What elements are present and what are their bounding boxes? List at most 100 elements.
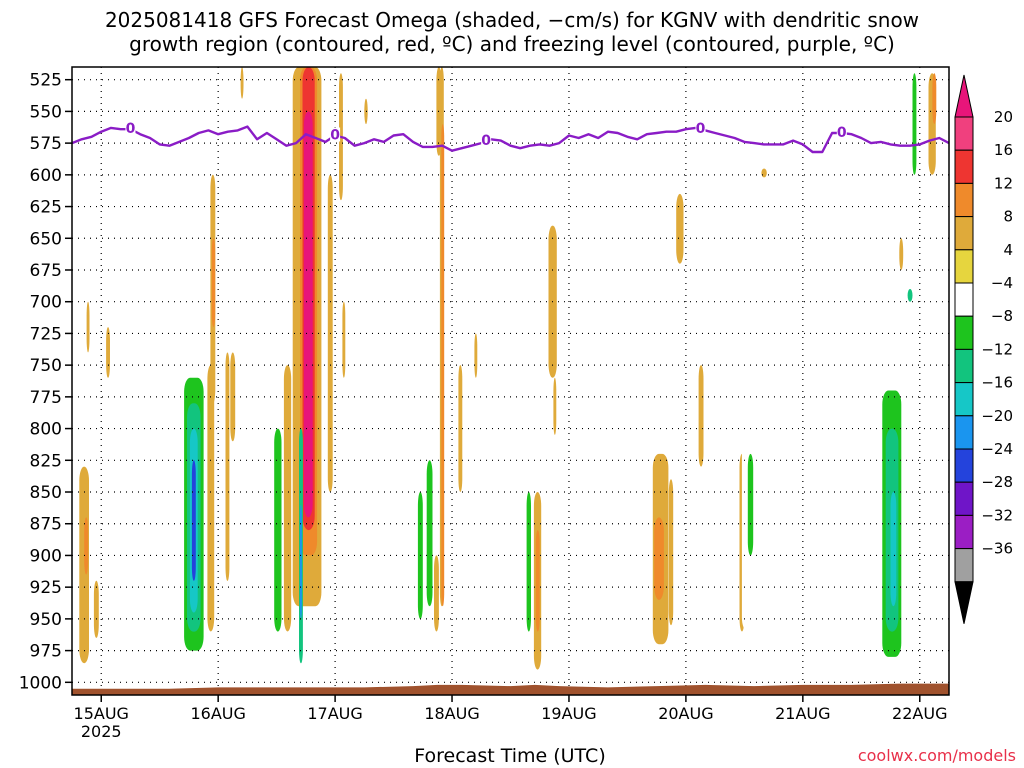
colorbar-label: −12 — [981, 340, 1013, 358]
colorbar-bottom-triangle — [954, 581, 974, 624]
y-tick-label: 575 — [30, 134, 62, 154]
x-tick-label: 19AUG — [541, 704, 596, 723]
colorbar-swatch — [954, 249, 974, 284]
omega-cell — [932, 73, 937, 124]
freezing-level-label: 0 — [330, 128, 340, 144]
x-tick-label: 22AUG — [892, 704, 947, 723]
colorbar-label: 20 — [994, 108, 1013, 126]
omega-cell — [207, 365, 215, 632]
omega-cell — [465, 428, 472, 626]
terrain-layer — [72, 683, 949, 695]
omega-shading-layer — [79, 67, 942, 683]
y-tick-label: 750 — [30, 356, 62, 376]
omega-cell — [86, 301, 90, 353]
omega-cell — [912, 73, 917, 175]
omega-cell — [654, 517, 664, 600]
freezing-level-layer: 0 0 0 0 0 — [71, 121, 950, 154]
omega-cell — [474, 333, 478, 378]
x-tick-label: 17AUG — [307, 704, 362, 723]
y-tick-label: 550 — [30, 102, 62, 122]
freezing-label-bg — [695, 121, 706, 136]
freezing-level-label: 0 — [126, 121, 136, 137]
omega-cell — [907, 289, 913, 302]
colorbar-label: −20 — [981, 407, 1013, 425]
y-tick-label: 675 — [30, 261, 62, 281]
y-tick-label: 900 — [30, 546, 62, 566]
x-tick-label: 20AUG — [658, 704, 713, 723]
omega-cell — [553, 377, 557, 435]
omega-cell — [413, 415, 418, 664]
colorbar-swatch — [954, 182, 974, 218]
y-tick-label: 775 — [30, 388, 62, 408]
colorbar-label: −8 — [991, 307, 1013, 325]
x-axis-label: Forecast Time (UTC) — [414, 745, 606, 767]
omega-cell — [240, 67, 244, 99]
colorbar-swatch — [954, 315, 974, 350]
omega-cell — [445, 200, 449, 251]
omega-cell — [274, 428, 282, 632]
x-tick-label: 16AUG — [190, 704, 245, 723]
omega-cell — [225, 352, 230, 581]
freezing-label-bg — [836, 124, 847, 139]
axes-layer: 525 550 575 600 625 650 675 700 725 750 775 800 825 8… — [19, 66, 950, 741]
omega-cell — [394, 403, 400, 632]
omega-cell — [231, 67, 236, 569]
omega-cell — [211, 238, 216, 328]
freezing-label-bg — [125, 121, 136, 136]
omega-cell — [922, 453, 928, 632]
omega-cell — [567, 460, 571, 543]
omega-cell — [434, 555, 439, 632]
omega-cell — [381, 67, 385, 86]
colorbar-label: 16 — [994, 141, 1013, 159]
omega-cell — [79, 466, 89, 664]
omega-cell — [756, 415, 765, 537]
colorbar-label: −16 — [981, 374, 1013, 392]
colorbar-swatch — [954, 348, 974, 384]
y-tick-label: 850 — [30, 483, 62, 503]
colorbar-top-triangle — [954, 74, 974, 118]
colorbar-swatch — [954, 448, 974, 483]
omega-cell — [936, 403, 942, 448]
omega-cell — [441, 124, 445, 607]
y-tick-label: 800 — [30, 420, 62, 440]
omega-cell — [526, 492, 531, 632]
omega-cell — [455, 231, 459, 251]
colorbar-swatch — [954, 382, 974, 417]
x-tick-year-label: 2025 — [81, 722, 122, 741]
y-tick-label: 1000 — [19, 673, 62, 693]
colorbar-label: 4 — [1003, 241, 1013, 259]
omega-cell — [283, 365, 292, 632]
freezing-label-bg — [330, 127, 341, 142]
colorbar-swatch — [954, 514, 974, 550]
omega-cell — [426, 460, 433, 607]
y-tick-label: 525 — [30, 71, 62, 91]
y-tick-label: 650 — [30, 229, 62, 249]
colorbar-swatch — [954, 282, 974, 317]
freezing-level-label: 0 — [837, 125, 847, 141]
omega-cell — [495, 396, 503, 645]
colorbar-label: −4 — [991, 274, 1013, 292]
omega-cell — [747, 453, 754, 556]
colorbar-layer: 20 16 12 8 4 −4 −8 −12 −16 −20 −24 −28 −32 −36 — [954, 74, 1013, 624]
y-tick-label: 700 — [30, 293, 62, 313]
y-tick-label: 625 — [30, 198, 62, 218]
freezing-level-label: 0 — [696, 121, 706, 137]
omega-cell — [106, 327, 110, 378]
x-tick-label: 18AUG — [424, 704, 479, 723]
colorbar-swatch — [954, 116, 974, 151]
omega-cell — [93, 580, 99, 638]
y-tick-label: 925 — [30, 578, 62, 598]
omega-cell — [84, 517, 89, 575]
omega-cell — [230, 352, 236, 442]
grid-layer — [72, 67, 949, 695]
omega-cell — [451, 365, 455, 632]
credit-link[interactable]: coolwx.com/models — [857, 746, 1016, 765]
omega-cell — [300, 504, 302, 619]
y-tick-label: 875 — [30, 515, 62, 535]
omega-cell — [222, 67, 227, 144]
colorbar-swatch — [954, 415, 974, 450]
colorbar-swatch — [954, 216, 974, 251]
omega-cell — [633, 479, 638, 632]
omega-cell — [510, 466, 516, 645]
